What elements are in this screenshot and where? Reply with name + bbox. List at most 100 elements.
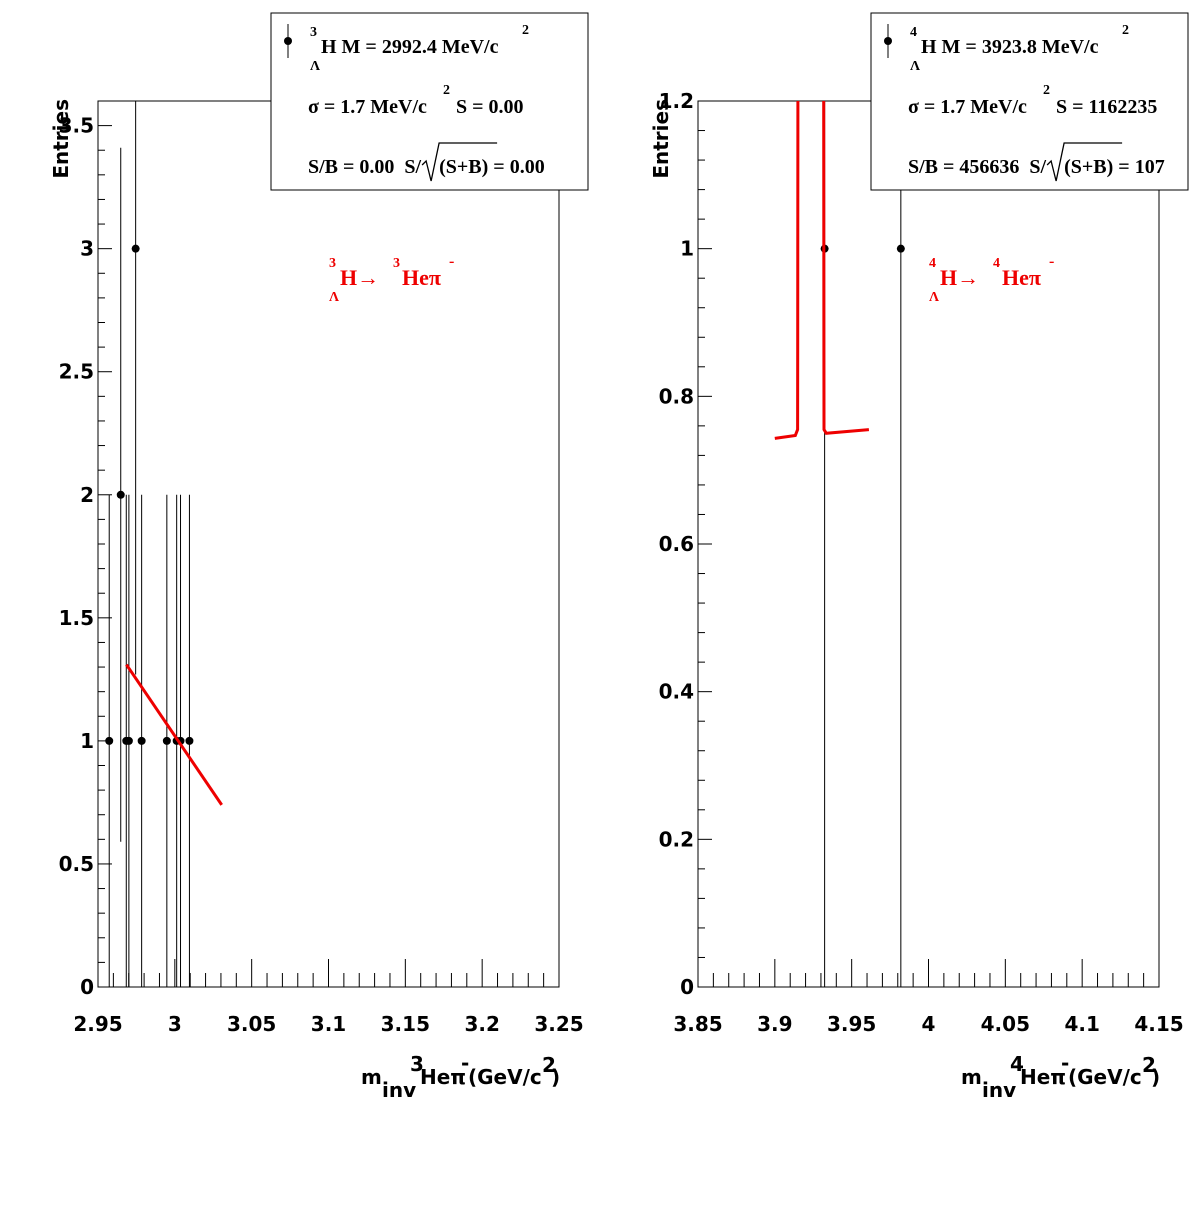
x-title-m: m — [361, 1065, 382, 1089]
sqrt-sign — [421, 142, 498, 182]
decay-hyperon: Λ — [929, 290, 939, 305]
fit-curve — [774, 101, 870, 440]
x-title-charge: - — [1061, 1051, 1069, 1075]
x-title-m: m — [961, 1065, 982, 1089]
legend-mass: H M = 2992.4 MeV/c — [321, 36, 499, 58]
sqrt-sign — [1046, 142, 1123, 182]
data-point-2 — [116, 147, 125, 842]
legend-marker — [284, 37, 292, 45]
legend-frame — [870, 12, 1189, 191]
y-tick-label: 0.8 — [659, 384, 694, 408]
decay-isotope-1: 3 — [329, 256, 336, 271]
y-tick-label: 1 — [680, 237, 694, 261]
legend-significance: = 0.00 — [488, 156, 544, 178]
x-tick-label: 4 — [922, 1012, 936, 1036]
y-tick-label: 3 — [80, 237, 94, 261]
legend-hyperon: Λ — [910, 59, 920, 74]
x-title-close: ) — [551, 1065, 560, 1089]
decay-parent: H→ — [340, 265, 379, 290]
point-marker — [162, 736, 171, 745]
legend-marker — [884, 37, 892, 45]
legend-sigma: σ = 1.7 MeV/c — [908, 96, 1027, 118]
decay-hyperon: Λ — [329, 290, 339, 305]
decay-charge: - — [1049, 253, 1054, 270]
point-marker — [131, 244, 140, 253]
point-marker — [137, 736, 146, 745]
y-tick-label: 0 — [680, 975, 694, 999]
legend-sqrt-arg: (S+B) — [1064, 156, 1113, 178]
x-tick-label: 3.15 — [381, 1012, 430, 1036]
decay-charge: - — [449, 253, 454, 270]
x-tick-label: 4.15 — [1134, 1012, 1183, 1036]
data-point-5 — [131, 101, 140, 675]
x-tick-label: 2.95 — [73, 1012, 122, 1036]
legend-sigma: σ = 1.7 MeV/c — [308, 96, 427, 118]
legend-box: 4 ΛH M = 3923.8 MeV/c 2 σ = 1.7 MeV/c 2 S = 1… — [870, 12, 1189, 191]
decay-parent: H→ — [940, 265, 979, 290]
decay-isotope-2: 4 — [993, 256, 1000, 271]
x-title-unit-sup: 2 — [542, 1053, 556, 1077]
decay-daughters: Heπ — [1002, 265, 1041, 290]
point-marker — [116, 490, 125, 499]
data-point-1 — [105, 494, 114, 987]
x-tick-label: 3.95 — [827, 1012, 876, 1036]
legend-sb: S/B = 0.00 S/ — [308, 156, 422, 178]
x-title-nucleus: Heπ — [420, 1065, 466, 1089]
data-point-10 — [185, 494, 194, 987]
y-tick-label: 3.5 — [59, 114, 94, 138]
x-title-sub: inv — [982, 1078, 1016, 1102]
y-tick-label: 1 — [80, 729, 94, 753]
x-title-unit-sup: 2 — [1142, 1053, 1156, 1077]
legend-signal: S = 1162235 — [1056, 96, 1157, 118]
x-title-isotope: 4 — [1010, 1052, 1024, 1076]
data-layer — [774, 101, 905, 987]
legend-sb: S/B = 456636 S/ — [908, 156, 1047, 178]
chart-panel-1: 2.95 3 3.05 3.1 3.15 3.2 3.25 0 0.5 1 1.5 2 2.5 3 3.5E… — [49, 12, 589, 1102]
x-title-unit: (GeV/c — [468, 1065, 542, 1089]
y-tick-label: 0 — [80, 975, 94, 999]
legend-significance: = 107 — [1113, 156, 1164, 178]
legend-sigma-sup: 2 — [1043, 83, 1050, 98]
x-tick-label: 3.85 — [673, 1012, 722, 1036]
fit-curve — [125, 663, 223, 806]
legend-hyperon: Λ — [310, 59, 320, 74]
legend-frame — [270, 12, 589, 191]
data-point-2 — [896, 101, 905, 987]
legend-box: 3 ΛH M = 2992.4 MeV/c 2 σ = 1.7 MeV/c 2 S = 0… — [270, 12, 589, 191]
chart-panel-2: 3.85 3.9 3.95 4 4.05 4.1 4.15 0 0.2 0.4 0.6 0.8 1 1.2… — [649, 12, 1189, 1102]
legend-sigma-sup: 2 — [443, 83, 450, 98]
x-tick-label: 3.05 — [227, 1012, 276, 1036]
y-tick-label: 0.4 — [659, 680, 694, 704]
legend-sqrt-arg: (S+B) — [439, 156, 488, 178]
point-marker — [185, 736, 194, 745]
data-point-7 — [162, 494, 171, 987]
x-tick-label: 4.1 — [1064, 1012, 1099, 1036]
data-point-6 — [137, 494, 146, 987]
point-marker — [896, 244, 905, 253]
y-tick-label: 0.6 — [659, 532, 694, 556]
x-tick-label: 3.2 — [464, 1012, 499, 1036]
x-title-charge: - — [461, 1051, 469, 1075]
data-layer — [105, 101, 223, 987]
y-axis-title: Entries — [649, 99, 673, 179]
decay-daughters: Heπ — [402, 265, 441, 290]
legend-mass: H M = 3923.8 MeV/c — [921, 36, 1099, 58]
legend-isotope: 4 — [910, 25, 917, 40]
x-title-close: ) — [1151, 1065, 1160, 1089]
x-tick-label: 3 — [168, 1012, 182, 1036]
decay-isotope-1: 4 — [929, 256, 936, 271]
legend-isotope: 3 — [310, 25, 317, 40]
point-marker — [124, 736, 133, 745]
y-tick-label: 0.2 — [659, 827, 694, 851]
x-tick-label: 3.1 — [311, 1012, 346, 1036]
x-title-unit: (GeV/c — [1068, 1065, 1142, 1089]
y-tick-label: 1.5 — [59, 606, 94, 630]
legend-mass-sup: 2 — [1122, 23, 1129, 38]
point-marker — [105, 736, 114, 745]
y-tick-label: 0.5 — [59, 852, 94, 876]
